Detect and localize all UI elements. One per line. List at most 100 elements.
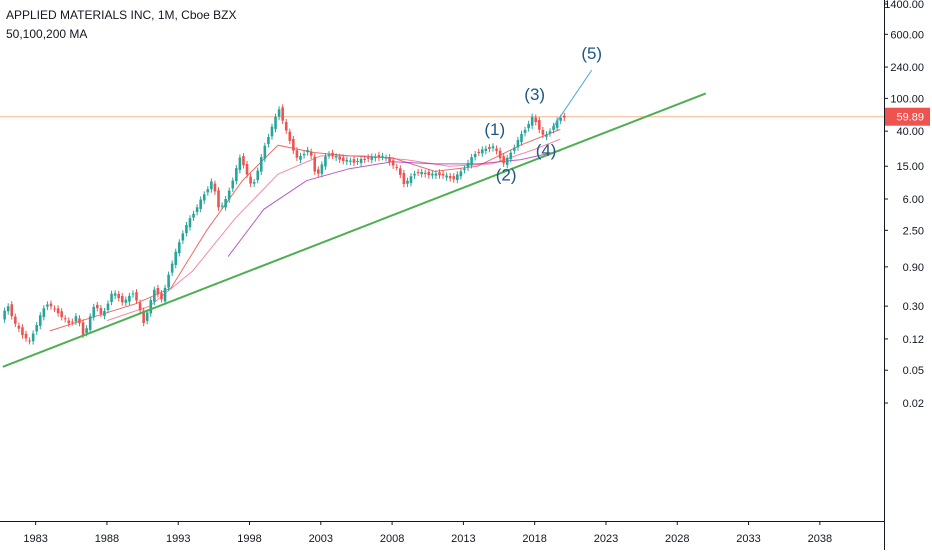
candle-body [227, 190, 231, 200]
candle-body [491, 146, 495, 149]
time-tick-label: 1983 [23, 533, 47, 545]
candle-body [548, 131, 552, 134]
price-tick-label: 0.05 [903, 365, 924, 377]
candle-body [49, 303, 53, 307]
candle-body [103, 310, 106, 316]
candle-body [249, 176, 252, 184]
candle-body [213, 183, 217, 192]
candle-body [302, 153, 306, 156]
indicator-legend: 50,100,200 MA [6, 27, 88, 41]
candle-body [541, 129, 545, 135]
candle-body [71, 321, 74, 323]
candle-body [366, 157, 370, 159]
candle-body [135, 292, 138, 301]
candle-body [334, 156, 338, 158]
candle-body [381, 155, 384, 157]
candle-body [513, 147, 516, 151]
candle-body [292, 138, 295, 151]
candle-body [142, 310, 145, 323]
wave-label: (5) [581, 44, 602, 63]
candle-body [538, 120, 541, 130]
candle-body [263, 145, 267, 159]
candle-body [413, 173, 416, 176]
candle-body [281, 107, 284, 121]
candle-body [527, 123, 530, 129]
candle-body [46, 304, 49, 307]
candle-body [14, 316, 17, 324]
time-tick-label: 2033 [736, 533, 760, 545]
candle-body [202, 194, 206, 201]
ma-100-line [106, 138, 561, 322]
candle-body [174, 251, 178, 265]
candle-body [153, 289, 156, 302]
price-tick-label: 2.50 [903, 225, 924, 237]
time-tick-label: 1998 [237, 533, 261, 545]
candle-body [466, 162, 470, 168]
wave-label: (3) [524, 85, 545, 104]
price-tick-label: 240.00 [890, 62, 924, 74]
candle-body [374, 156, 377, 159]
candle-body [409, 176, 413, 183]
candle-body [245, 164, 249, 175]
candle-body [456, 174, 459, 180]
candle-body [156, 287, 160, 295]
candle-body [484, 148, 488, 151]
candle-body [277, 109, 281, 117]
candle-body [99, 308, 103, 314]
time-tick-label: 2038 [808, 533, 832, 545]
price-tick-label: 600.00 [890, 29, 924, 41]
candle-body [520, 133, 523, 143]
candle-body [188, 218, 192, 228]
candle-body [441, 173, 445, 176]
candle-body [199, 199, 202, 209]
candle-body [516, 139, 520, 148]
candle-body [185, 225, 188, 234]
candle-body [149, 300, 153, 314]
candle-body [406, 180, 409, 184]
candle-body [562, 115, 566, 118]
time-tick-label: 2023 [594, 533, 618, 545]
candle-body [235, 168, 238, 182]
candle-body [124, 299, 128, 303]
candle-body [324, 156, 327, 167]
price-tick-label: 0.30 [903, 301, 924, 313]
candle-body [388, 157, 391, 163]
candle-body [160, 293, 163, 300]
candle-body [552, 125, 555, 130]
candle-body [420, 171, 423, 175]
candle-body [113, 293, 117, 296]
candle-body [117, 293, 120, 299]
candle-body [488, 146, 491, 149]
wave-label: (2) [496, 166, 517, 185]
price-tick-label: 40.00 [896, 126, 924, 138]
candle-body [427, 172, 431, 176]
candle-body [331, 152, 334, 156]
candle-body [398, 168, 402, 175]
candle-body [220, 205, 224, 207]
candle-body [498, 150, 502, 159]
candle-body [445, 175, 448, 178]
ma-50-line [49, 128, 561, 332]
candle-body [352, 159, 356, 163]
candle-body [177, 242, 181, 254]
candle-body [341, 157, 345, 162]
support-trendline [2, 92, 707, 368]
candle-body [320, 164, 324, 174]
wave-label: (4) [536, 141, 557, 160]
time-tick-label: 1988 [95, 533, 119, 545]
candle-body [284, 122, 288, 131]
candle-body [10, 304, 14, 317]
candle-body [306, 149, 309, 153]
candle-body [473, 153, 477, 158]
candle-body [238, 157, 242, 171]
candle-body [356, 161, 359, 163]
candle-body [63, 318, 67, 320]
price-tick-label: 0.90 [903, 262, 924, 274]
candle-body [338, 156, 341, 160]
candle-body [345, 159, 349, 162]
candle-body [259, 157, 263, 172]
candle-body [363, 159, 366, 161]
candle-body [6, 306, 10, 312]
